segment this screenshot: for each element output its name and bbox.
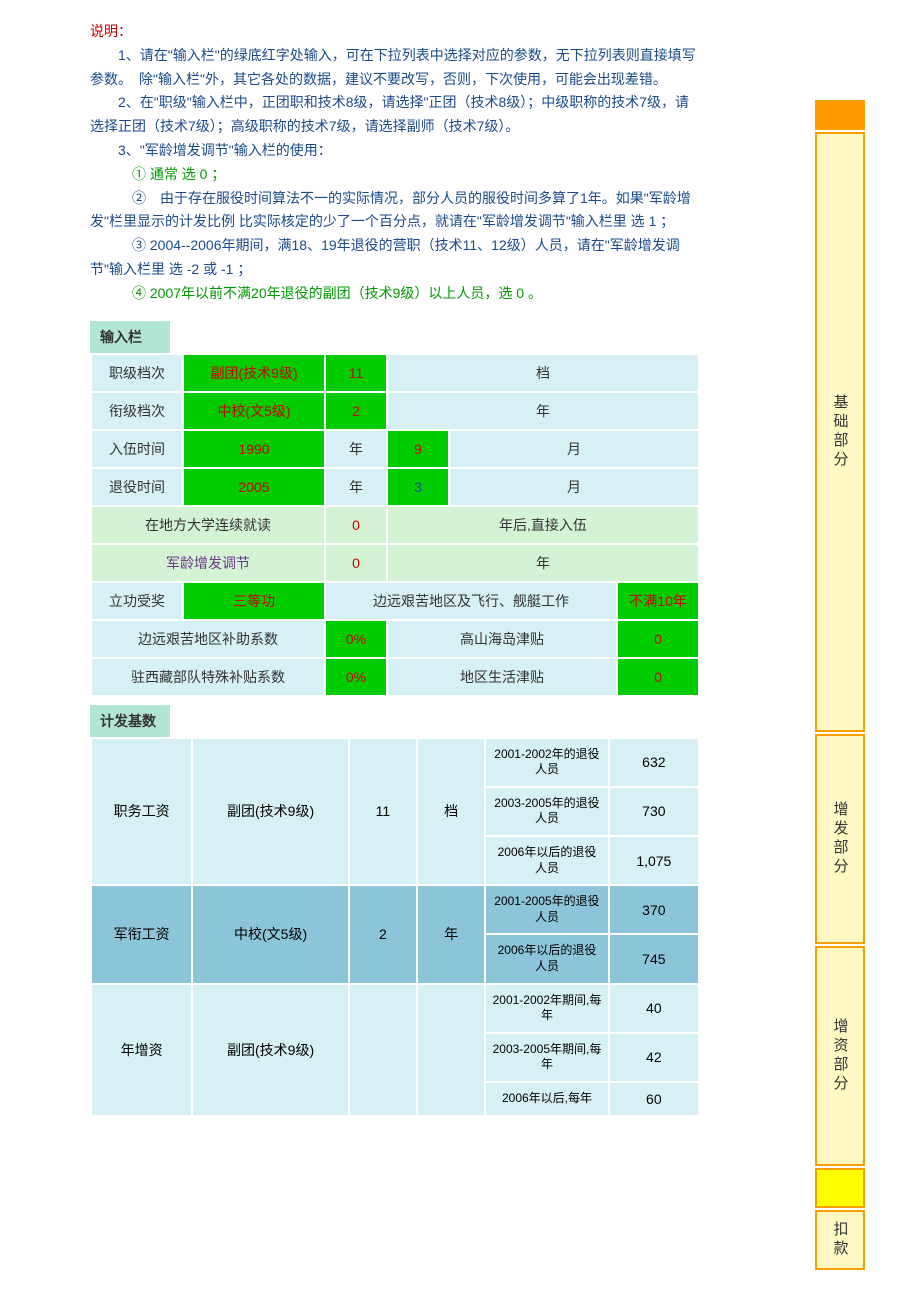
- label-region: 地区生活津贴: [388, 659, 616, 695]
- blank-annual-num: [350, 985, 416, 1115]
- label-job-r1: 2001-2002年的退役人员: [486, 739, 607, 786]
- label-rank-r2: 2006年以后的退役人员: [486, 935, 607, 982]
- label-remote: 边远艰苦地区及飞行、舰艇工作: [326, 583, 616, 619]
- unit-retire-year: 年: [326, 469, 386, 505]
- unit-title-level: 年: [388, 393, 698, 429]
- label-mountain: 高山海岛津贴: [388, 621, 616, 657]
- value-rank-salary: 中校(文5级): [193, 886, 348, 982]
- row-retire: 退役时间 2005 年 3 月: [92, 469, 698, 505]
- input-tibet[interactable]: 0%: [326, 659, 386, 695]
- row-tibet: 驻西藏部队特殊补贴系数 0% 地区生活津贴 0: [92, 659, 698, 695]
- value-annual-r1: 40: [610, 985, 698, 1032]
- value-annual: 副团(技术9级): [193, 985, 348, 1115]
- input-title-level[interactable]: 中校(文5级): [184, 393, 324, 429]
- input-remote[interactable]: 不满10年: [618, 583, 698, 619]
- label-enlist: 入伍时间: [92, 431, 182, 467]
- label-tibet: 驻西藏部队特殊补贴系数: [92, 659, 324, 695]
- blank-annual-unit: [418, 985, 484, 1115]
- unit-job-salary: 档: [418, 739, 484, 885]
- label-annual-r1: 2001-2002年期间,每年: [486, 985, 607, 1032]
- sidebar-addition-section: 增资部分: [815, 946, 865, 1166]
- label-job-r2: 2003-2005年的退役人员: [486, 788, 607, 835]
- unit-rank-level: 档: [388, 355, 698, 391]
- label-rank-salary: 军衔工资: [92, 886, 191, 982]
- value-job-salary: 副团(技术9级): [193, 739, 348, 885]
- row-rank-level: 职级档次 副团(技术9级) 11 档: [92, 355, 698, 391]
- instruction-p3-2: ② 由于存在服役时间算法不一的实际情况，部分人员的服役时间多算了1年。如果"军龄…: [90, 187, 700, 235]
- row-enlist: 入伍时间 1990 年 9 月: [92, 431, 698, 467]
- value-job-r3: 1,075: [610, 837, 698, 884]
- input-age-adj[interactable]: 0: [326, 545, 386, 581]
- sidebar-increase-section: 增发部分: [815, 734, 865, 944]
- value-annual-r2: 42: [610, 1034, 698, 1081]
- row-age-adj: 军龄增发调节 0 年: [92, 545, 698, 581]
- label-title-level: 衔级档次: [92, 393, 182, 429]
- input-remote-coef[interactable]: 0%: [326, 621, 386, 657]
- sidebar-addition-label: 增资部分: [830, 1018, 851, 1094]
- label-rank-r1: 2001-2005年的退役人员: [486, 886, 607, 933]
- input-retire-year[interactable]: 2005: [184, 469, 324, 505]
- instruction-p2: 2、在"职级"输入栏中，正团职和技术8级，请选择"正团（技术8级）；中级职称的技…: [90, 91, 700, 139]
- input-rank-level-num[interactable]: 11: [326, 355, 386, 391]
- sidebar-deduct-section: 扣款: [815, 1210, 865, 1270]
- sidebar-top-orange: [815, 100, 865, 130]
- input-section-header: 输入栏: [90, 321, 170, 353]
- label-annual-r2: 2003-2005年期间,每年: [486, 1034, 607, 1081]
- input-region[interactable]: 0: [618, 659, 698, 695]
- unit-age-adj: 年: [388, 545, 698, 581]
- sidebar-yellow-gap: [815, 1168, 865, 1208]
- label-age-adj: 军龄增发调节: [92, 545, 324, 581]
- value-annual-r3: 60: [610, 1083, 698, 1115]
- value-job-r1: 632: [610, 739, 698, 786]
- label-job-r3: 2006年以后的退役人员: [486, 837, 607, 884]
- row-remote-coef: 边远艰苦地区补助系数 0% 高山海岛津贴 0: [92, 621, 698, 657]
- label-annual-r3: 2006年以后,每年: [486, 1083, 607, 1115]
- sidebar: 基础部分 增发部分 增资部分 扣款: [815, 100, 865, 1272]
- input-enlist-month[interactable]: 9: [388, 431, 448, 467]
- suffix-univ: 年后,直接入伍: [388, 507, 698, 543]
- row-merit: 立功受奖 三等功 边远艰苦地区及飞行、舰艇工作 不满10年: [92, 583, 698, 619]
- input-table: 职级档次 副团(技术9级) 11 档 衔级档次 中校(文5级) 2 年 入伍时间…: [90, 353, 700, 697]
- num-rank-salary: 2: [350, 886, 416, 982]
- row-title-level: 衔级档次 中校(文5级) 2 年: [92, 393, 698, 429]
- instruction-p3-4: ④ 2007年以前不满20年退役的副团（技术9级）以上人员，选 0 。: [90, 285, 542, 301]
- instructions-block: 说明： 1、请在"输入栏"的绿底红字处输入，可在下拉列表中选择对应的参数，无下拉…: [90, 20, 700, 306]
- label-rank-level: 职级档次: [92, 355, 182, 391]
- instruction-p3-3: ③ 2004--2006年期间，满18、19年退役的营职（技术11、12级）人员…: [90, 234, 700, 282]
- unit-enlist-year: 年: [326, 431, 386, 467]
- label-annual: 年增资: [92, 985, 191, 1115]
- input-title-level-num[interactable]: 2: [326, 393, 386, 429]
- instruction-p3-1: ① 通常 选 0 ；: [90, 166, 225, 182]
- label-retire: 退役时间: [92, 469, 182, 505]
- instructions-title: 说明：: [90, 20, 700, 44]
- num-job-salary: 11: [350, 739, 416, 885]
- sidebar-deduct-label: 扣款: [830, 1221, 851, 1259]
- value-job-r2: 730: [610, 788, 698, 835]
- input-univ[interactable]: 0: [326, 507, 386, 543]
- input-rank-level[interactable]: 副团(技术9级): [184, 355, 324, 391]
- input-mountain[interactable]: 0: [618, 621, 698, 657]
- input-merit[interactable]: 三等功: [184, 583, 324, 619]
- value-rank-r1: 370: [610, 886, 698, 933]
- input-retire-month[interactable]: 3: [388, 469, 448, 505]
- label-univ: 在地方大学连续就读: [92, 507, 324, 543]
- sidebar-base-section: 基础部分: [815, 132, 865, 732]
- label-job-salary: 职务工资: [92, 739, 191, 885]
- value-rank-r2: 745: [610, 935, 698, 982]
- instruction-p3: 3、"军龄增发调节"输入栏的使用：: [90, 139, 700, 163]
- unit-rank-salary: 年: [418, 886, 484, 982]
- input-enlist-year[interactable]: 1990: [184, 431, 324, 467]
- label-remote-coef: 边远艰苦地区补助系数: [92, 621, 324, 657]
- row-univ: 在地方大学连续就读 0 年后,直接入伍: [92, 507, 698, 543]
- sidebar-increase-label: 增发部分: [830, 801, 851, 877]
- instruction-p1: 1、请在"输入栏"的绿底红字处输入，可在下拉列表中选择对应的参数，无下拉列表则直…: [90, 44, 700, 92]
- unit-retire-month: 月: [450, 469, 698, 505]
- unit-enlist-month: 月: [450, 431, 698, 467]
- label-merit: 立功受奖: [92, 583, 182, 619]
- basis-section-header: 计发基数: [90, 705, 170, 737]
- sidebar-base-label: 基础部分: [830, 394, 851, 470]
- basis-table: 职务工资 副团(技术9级) 11 档 2001-2002年的退役人员 632 2…: [90, 737, 700, 1117]
